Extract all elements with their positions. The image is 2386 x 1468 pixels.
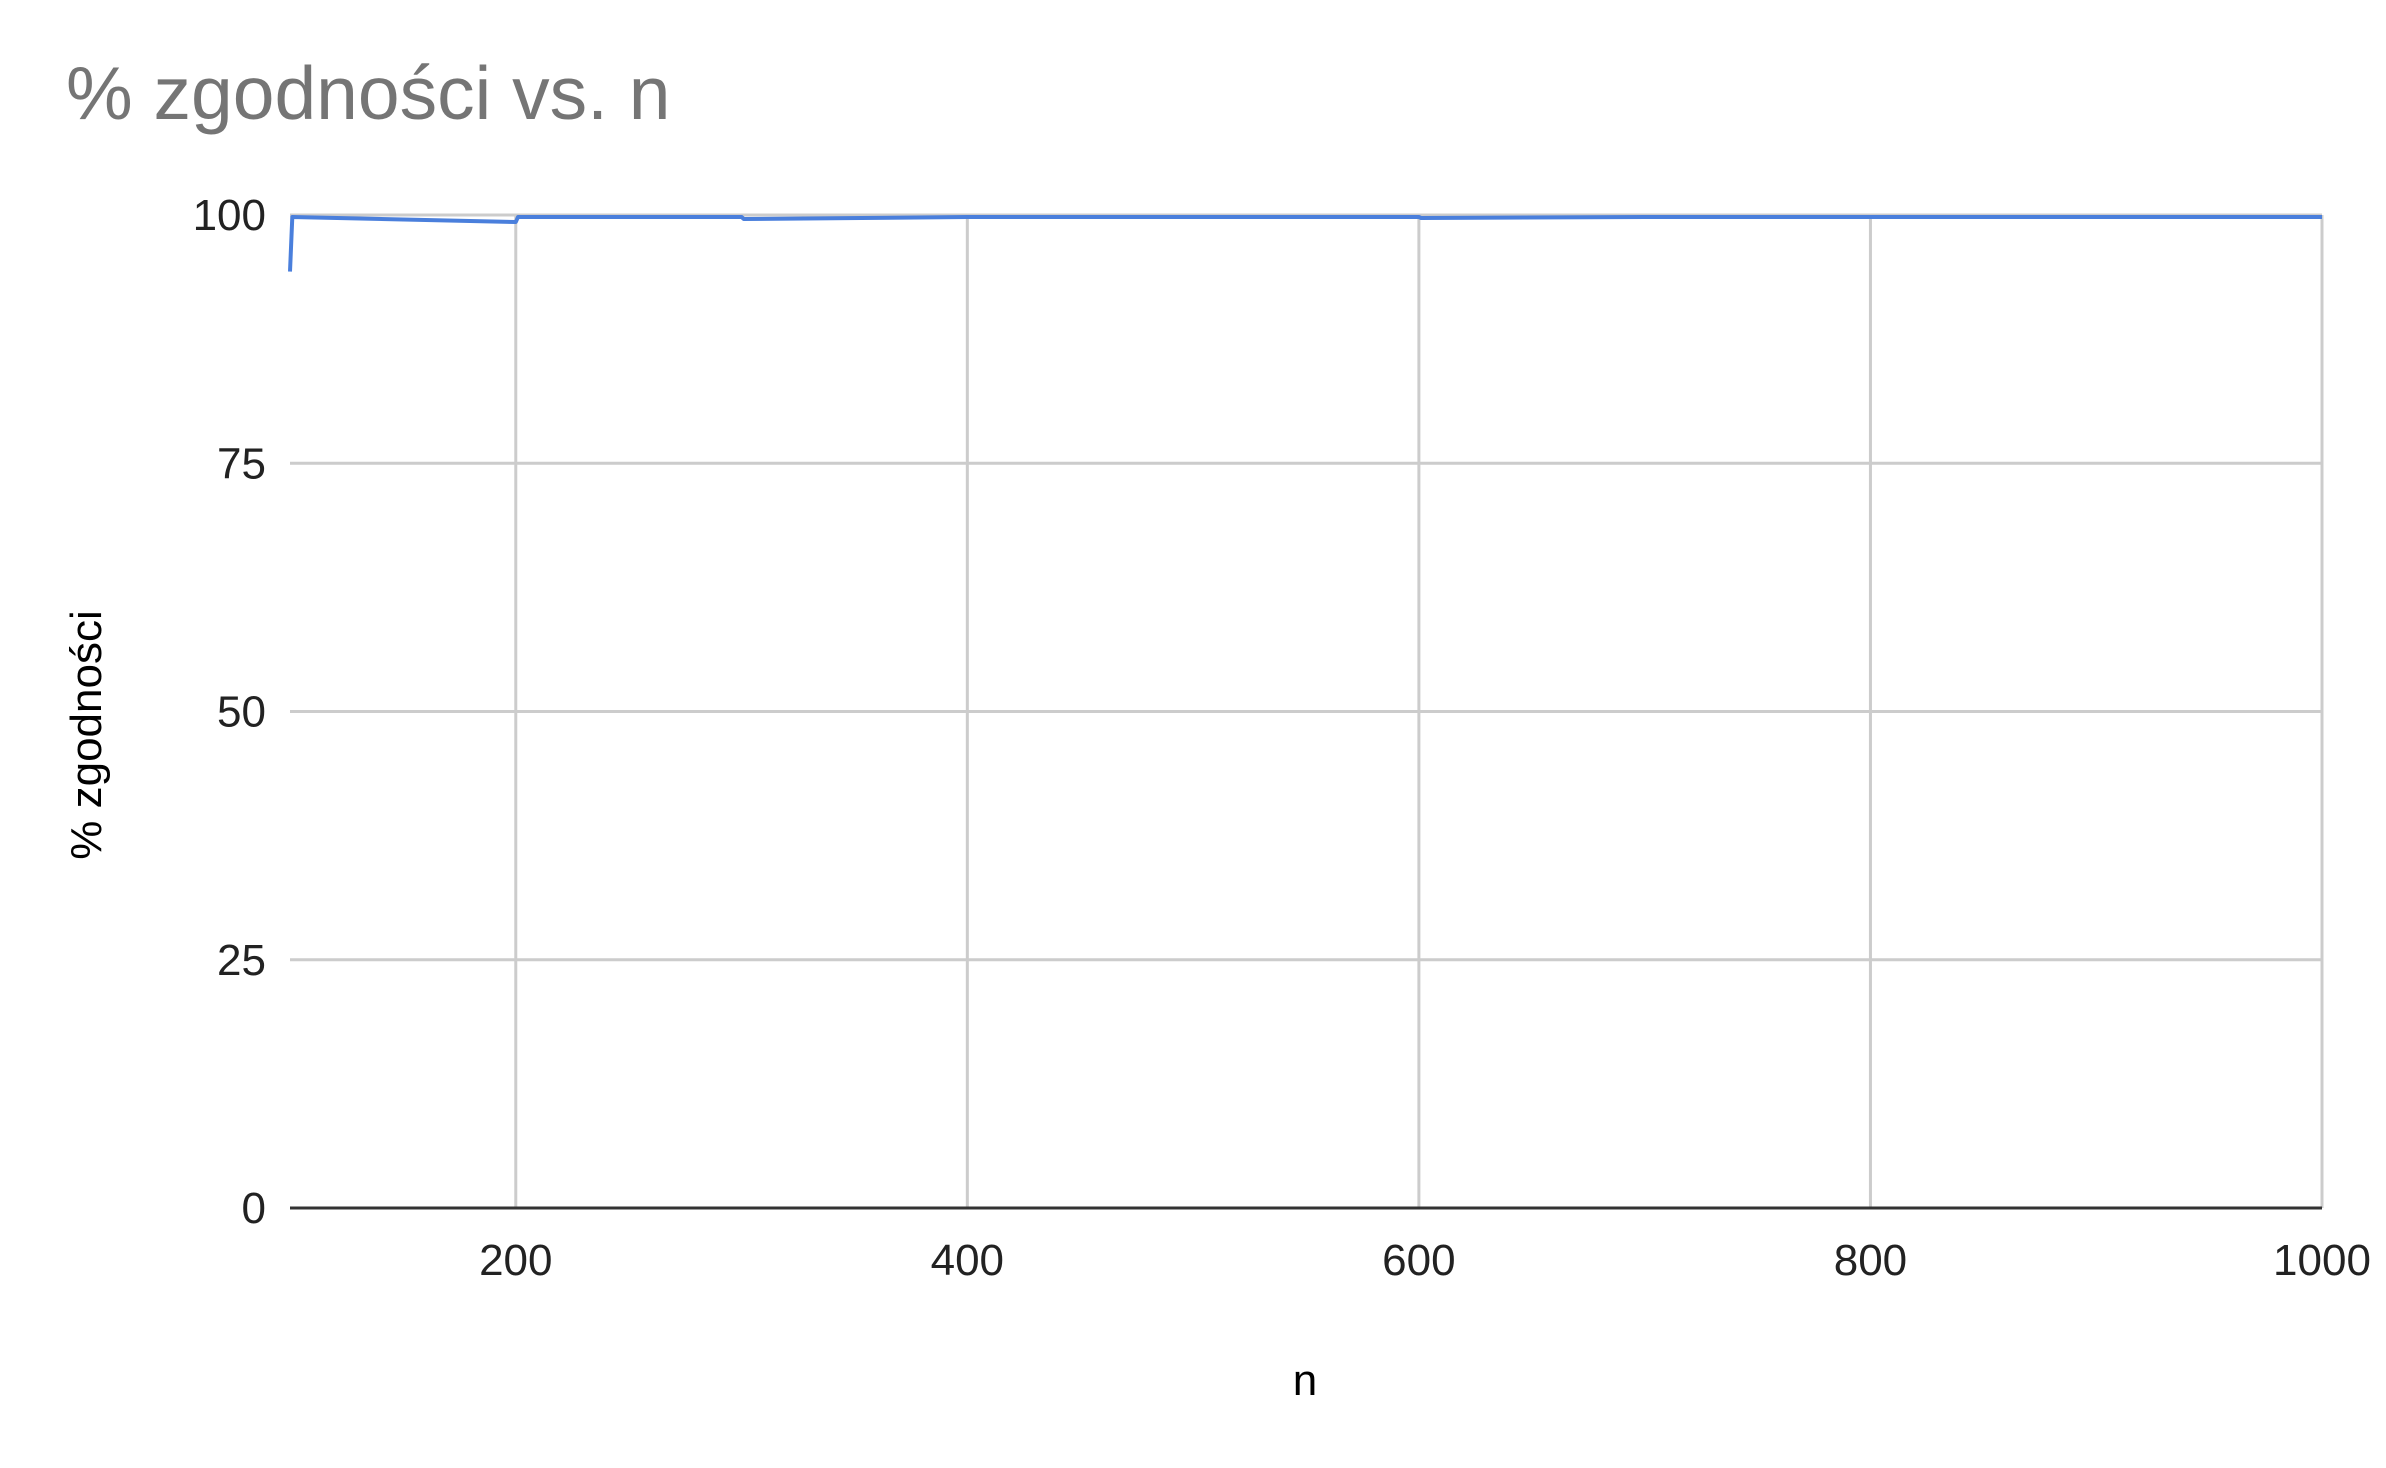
y-tick-label: 0: [242, 1184, 266, 1233]
x-tick-label: 600: [1382, 1236, 1455, 1285]
x-tick-label: 200: [479, 1236, 552, 1285]
series-line: [288, 215, 2322, 272]
grid-lines: [290, 213, 2324, 1208]
y-tick-label: 100: [193, 191, 266, 240]
x-axis-title: n: [1293, 1356, 1317, 1405]
y-tick-label: 75: [217, 439, 266, 488]
chart-title: % zgodności vs. n: [66, 51, 671, 135]
x-tick-label: 800: [1834, 1236, 1907, 1285]
series-layer: [288, 215, 2322, 272]
y-tick-label: 50: [217, 688, 266, 737]
y-axis-title: % zgodności: [62, 610, 111, 859]
x-tick-label: 1000: [2273, 1236, 2371, 1285]
tick-labels: 0 25 50 75 100 200 400 600 800 1000: [193, 191, 2371, 1285]
x-tick-label: 400: [931, 1236, 1004, 1285]
y-tick-label: 25: [217, 936, 266, 985]
